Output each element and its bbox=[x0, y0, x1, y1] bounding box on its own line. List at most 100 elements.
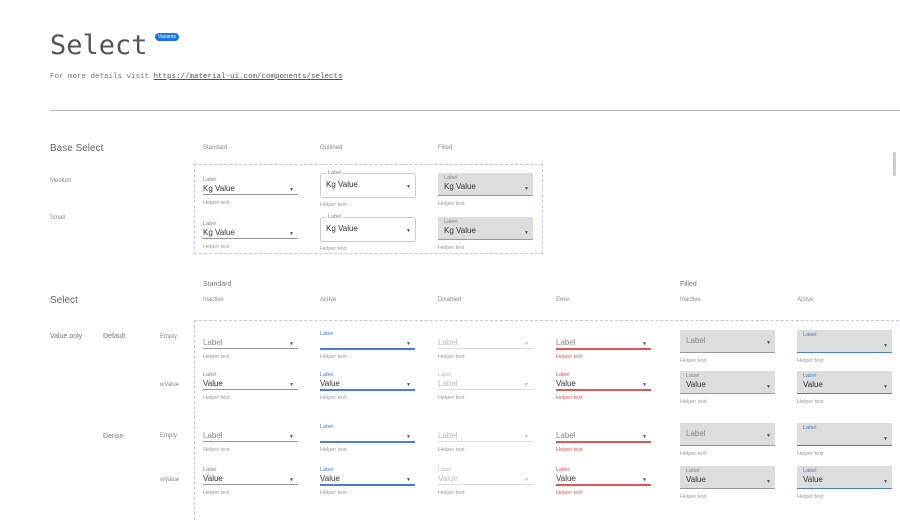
caret-down-icon: ▼ bbox=[642, 382, 647, 388]
field-label: Label bbox=[444, 219, 458, 225]
select-filled-inactive[interactable]: Label Value ▼ Helper text bbox=[680, 466, 775, 501]
caret-down-icon: ▼ bbox=[766, 340, 771, 346]
select-filled-active[interactable]: Label ▼ Helper text bbox=[797, 330, 892, 365]
select-standard-error[interactable]: Label ▼ Helper text bbox=[556, 424, 651, 458]
helper-text: Helper text bbox=[203, 244, 230, 250]
filled-background bbox=[680, 466, 775, 489]
filled-background bbox=[797, 466, 892, 489]
caret-down-icon: ▼ bbox=[289, 477, 294, 483]
select-standard-inactive[interactable]: Label ▼ Helper text bbox=[203, 424, 298, 458]
select-standard-active[interactable]: Label ▼ Helper text bbox=[320, 331, 415, 365]
field-placeholder: Label bbox=[686, 336, 706, 345]
row-kind-label: Empty bbox=[160, 433, 178, 439]
field-label: Label bbox=[803, 332, 817, 338]
filled-background bbox=[680, 371, 775, 394]
helper-text: Helper text bbox=[556, 490, 583, 496]
select-filled-inactive[interactable]: Label Kg Value ▼ Helper text bbox=[438, 173, 533, 208]
helper-text: Helper text bbox=[438, 354, 465, 360]
field-underline bbox=[320, 441, 415, 443]
field-underline bbox=[203, 484, 298, 485]
helper-text: Helper text bbox=[203, 447, 230, 453]
select-standard-inactive[interactable]: Label Kg Value ▼ Helper text bbox=[203, 221, 298, 255]
helper-text: Helper text bbox=[320, 447, 347, 453]
field-label: Label bbox=[803, 425, 817, 431]
select-standard-inactive[interactable]: Label ▼ Helper text bbox=[203, 331, 298, 365]
helper-text: Helper text bbox=[680, 399, 707, 405]
field-label: Label bbox=[556, 467, 570, 473]
caret-down-icon: ▼ bbox=[289, 231, 294, 237]
density-label: Default bbox=[103, 333, 126, 340]
field-underline bbox=[203, 389, 298, 390]
field-label: Label bbox=[556, 372, 570, 378]
field-placeholder: Label bbox=[438, 379, 458, 388]
field-placeholder: Label bbox=[556, 338, 576, 347]
caret-down-icon: ▼ bbox=[289, 434, 294, 440]
column-header: Outlined bbox=[320, 145, 343, 151]
select-standard-inactive[interactable]: Label Kg Value ▼ Helper text bbox=[203, 177, 298, 211]
filled-background bbox=[438, 217, 533, 240]
caret-down-icon: ▼ bbox=[289, 341, 294, 347]
page-title: Select bbox=[50, 30, 148, 61]
helper-text: Helper text bbox=[320, 354, 347, 360]
column-header: Inactive bbox=[680, 297, 701, 303]
select-standard-error[interactable]: Label ▼ Helper text bbox=[556, 331, 651, 365]
caret-down-icon: ▼ bbox=[642, 477, 647, 483]
field-label: Label bbox=[326, 170, 344, 176]
select-filled-active[interactable]: Label Value ▼ Helper text bbox=[797, 371, 892, 406]
caret-down-icon: ▼ bbox=[524, 230, 529, 236]
select-standard-inactive[interactable]: Label Value ▼ Helper text bbox=[203, 372, 298, 406]
select-filled-inactive[interactable]: Label Value ▼ Helper text bbox=[680, 371, 775, 406]
select-filled-inactive[interactable]: Label ▼ Helper text bbox=[680, 423, 775, 458]
field-value: Kg Value bbox=[326, 224, 358, 233]
caret-down-icon: ▼ bbox=[406, 341, 411, 347]
helper-text: Helper text bbox=[680, 494, 707, 500]
select-filled-inactive[interactable]: Label Kg Value ▼ Helper text bbox=[438, 217, 533, 252]
row-group-label: Value only bbox=[50, 333, 83, 340]
select-standard-error[interactable]: Label Value ▼ Helper text bbox=[556, 467, 651, 501]
field-value: Kg Value bbox=[444, 182, 476, 191]
caret-down-icon: ▼ bbox=[766, 433, 771, 439]
helper-text: Helper text bbox=[438, 245, 465, 251]
select-standard-active[interactable]: Label ▼ Helper text bbox=[320, 424, 415, 458]
field-placeholder: Label bbox=[203, 431, 223, 440]
caret-down-icon: ▼ bbox=[406, 477, 411, 483]
select-standard-active[interactable]: Label Value ▼ Helper text bbox=[320, 372, 415, 406]
scrollbar[interactable] bbox=[893, 152, 896, 176]
field-value: Value bbox=[556, 474, 576, 483]
field-value: Kg Value bbox=[203, 228, 235, 237]
docs-link[interactable]: https://material-ui.com/components/selec… bbox=[153, 73, 343, 81]
field-label: Label bbox=[686, 468, 700, 474]
filled-background bbox=[797, 330, 892, 353]
row-kind-label: Empty bbox=[160, 334, 178, 340]
helper-text: Helper text bbox=[797, 358, 824, 364]
filled-background bbox=[797, 423, 892, 446]
field-underline bbox=[556, 484, 651, 486]
field-underline bbox=[320, 389, 415, 391]
select-standard-active[interactable]: Label Value ▼ Helper text bbox=[320, 467, 415, 501]
caret-down-icon: ▼ bbox=[406, 228, 411, 234]
helper-text: Helper text bbox=[203, 395, 230, 401]
select-filled-active[interactable]: Label ▼ Helper text bbox=[797, 423, 892, 458]
field-label: Label bbox=[203, 372, 217, 378]
select-filled-inactive[interactable]: Label ▼ Helper text bbox=[680, 330, 775, 365]
select-standard-error[interactable]: Label Value ▼ Helper text bbox=[556, 372, 651, 406]
select-outlined-inactive[interactable]: Label Kg Value ▼ Helper text bbox=[320, 214, 416, 252]
field-underline bbox=[556, 389, 651, 391]
field-label: Label bbox=[803, 468, 817, 474]
caret-down-icon: ▼ bbox=[883, 436, 888, 442]
caret-down-icon: ▼ bbox=[406, 184, 411, 190]
select-outlined-inactive[interactable]: Label Kg Value ▼ Helper text bbox=[320, 170, 416, 208]
field-label: Label bbox=[320, 372, 334, 378]
field-underline bbox=[556, 348, 651, 350]
column-header: Active bbox=[797, 297, 814, 303]
select-filled-active[interactable]: Label Value ▼ Helper text bbox=[797, 466, 892, 501]
base-select-title: Base Select bbox=[50, 143, 104, 154]
select-standard-inactive[interactable]: Label Value ▼ Helper text bbox=[203, 467, 298, 501]
field-label: Label bbox=[803, 373, 817, 379]
variants-badge: Variants bbox=[155, 33, 179, 41]
field-label: Label bbox=[320, 331, 334, 337]
caret-down-icon: ▼ bbox=[524, 434, 529, 440]
caret-down-icon: ▼ bbox=[766, 384, 771, 390]
filled-background bbox=[797, 371, 892, 394]
caret-down-icon: ▼ bbox=[289, 382, 294, 388]
